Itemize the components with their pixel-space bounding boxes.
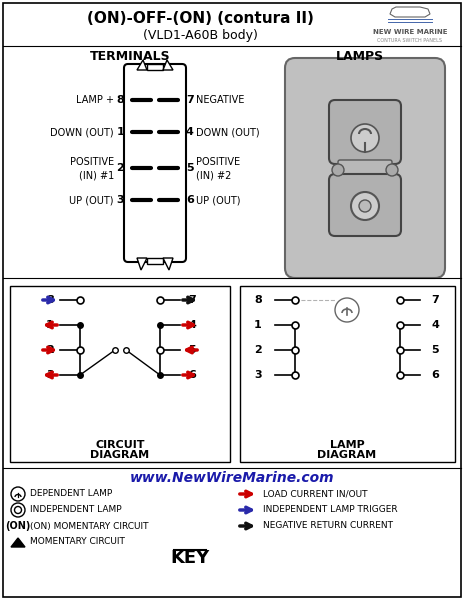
Text: POSITIVE: POSITIVE xyxy=(195,157,240,167)
FancyBboxPatch shape xyxy=(328,174,400,236)
Circle shape xyxy=(14,506,21,514)
Text: DOWN (OUT): DOWN (OUT) xyxy=(195,127,259,137)
Polygon shape xyxy=(11,538,25,547)
Text: 6: 6 xyxy=(186,195,194,205)
Text: LOAD CURRENT IN/OUT: LOAD CURRENT IN/OUT xyxy=(263,490,367,499)
Text: DEPENDENT LAMP: DEPENDENT LAMP xyxy=(30,490,112,499)
Text: 7: 7 xyxy=(188,295,195,305)
Text: MOMENTARY CIRCUIT: MOMENTARY CIRCUIT xyxy=(30,538,125,547)
Polygon shape xyxy=(163,60,173,70)
Text: (ON): (ON) xyxy=(5,521,31,531)
Circle shape xyxy=(334,298,358,322)
Circle shape xyxy=(11,487,25,501)
FancyBboxPatch shape xyxy=(337,160,391,180)
Text: KEY: KEY xyxy=(170,549,209,567)
Text: UP (OUT): UP (OUT) xyxy=(69,195,114,205)
Bar xyxy=(10,286,230,462)
Circle shape xyxy=(332,164,343,176)
Text: LAMP: LAMP xyxy=(329,440,363,450)
Text: 2: 2 xyxy=(46,345,54,355)
Circle shape xyxy=(350,192,378,220)
Text: 1: 1 xyxy=(116,127,124,137)
Text: 5: 5 xyxy=(430,345,438,355)
Text: POSITIVE: POSITIVE xyxy=(70,157,114,167)
Text: NEGATIVE RETURN CURRENT: NEGATIVE RETURN CURRENT xyxy=(263,521,392,530)
Text: 2: 2 xyxy=(254,345,261,355)
Polygon shape xyxy=(137,60,147,70)
Text: 3: 3 xyxy=(116,195,124,205)
Text: 4: 4 xyxy=(186,127,194,137)
Text: 3: 3 xyxy=(46,370,54,380)
Circle shape xyxy=(358,200,370,212)
Text: 8: 8 xyxy=(254,295,261,305)
Text: DIAGRAM: DIAGRAM xyxy=(90,450,149,460)
FancyBboxPatch shape xyxy=(284,58,444,278)
Text: DIAGRAM: DIAGRAM xyxy=(317,450,376,460)
Text: NEW WIRE MARINE: NEW WIRE MARINE xyxy=(372,29,446,35)
Text: INDEPENDENT LAMP: INDEPENDENT LAMP xyxy=(30,505,121,514)
Bar xyxy=(239,286,454,462)
Text: LAMPS: LAMPS xyxy=(335,50,383,62)
Text: 3: 3 xyxy=(254,370,261,380)
Text: 7: 7 xyxy=(430,295,438,305)
Polygon shape xyxy=(137,258,147,270)
Text: www.NewWireMarine.com: www.NewWireMarine.com xyxy=(129,471,334,485)
Text: (IN) #1: (IN) #1 xyxy=(79,170,114,180)
FancyBboxPatch shape xyxy=(124,64,186,262)
Text: 5: 5 xyxy=(188,345,195,355)
Text: DOWN (OUT): DOWN (OUT) xyxy=(50,127,114,137)
Text: (ON)-OFF-(ON) (contura II): (ON)-OFF-(ON) (contura II) xyxy=(87,11,313,26)
Circle shape xyxy=(350,124,378,152)
Text: 4: 4 xyxy=(188,320,195,330)
Text: 6: 6 xyxy=(430,370,438,380)
Circle shape xyxy=(11,503,25,517)
Text: (IN) #2: (IN) #2 xyxy=(195,170,231,180)
Text: 1: 1 xyxy=(46,320,54,330)
Text: 2: 2 xyxy=(116,163,124,173)
Text: 8: 8 xyxy=(116,95,124,105)
Text: (ON) MOMENTARY CIRCUIT: (ON) MOMENTARY CIRCUIT xyxy=(30,521,148,530)
Bar xyxy=(147,64,163,70)
Text: 8: 8 xyxy=(46,295,54,305)
Text: 4: 4 xyxy=(430,320,438,330)
Text: 1: 1 xyxy=(254,320,261,330)
Polygon shape xyxy=(163,258,173,270)
Text: 5: 5 xyxy=(186,163,193,173)
Text: 6: 6 xyxy=(188,370,195,380)
Text: UP (OUT): UP (OUT) xyxy=(195,195,240,205)
FancyBboxPatch shape xyxy=(328,100,400,164)
Text: NEGATIVE: NEGATIVE xyxy=(195,95,244,105)
Circle shape xyxy=(385,164,397,176)
Text: CONTURA SWITCH PANELS: CONTURA SWITCH PANELS xyxy=(377,38,442,43)
Bar xyxy=(147,258,163,264)
Text: (VLD1-A60B body): (VLD1-A60B body) xyxy=(142,29,257,41)
Text: TERMINALS: TERMINALS xyxy=(89,50,170,62)
Text: LAMP +: LAMP + xyxy=(76,95,114,105)
Text: INDEPENDENT LAMP TRIGGER: INDEPENDENT LAMP TRIGGER xyxy=(263,505,397,514)
Text: CIRCUIT: CIRCUIT xyxy=(95,440,144,450)
Text: 7: 7 xyxy=(186,95,194,105)
